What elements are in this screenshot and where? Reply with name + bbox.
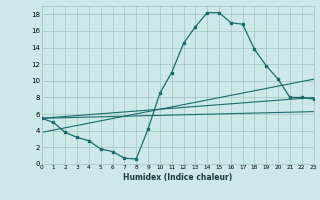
X-axis label: Humidex (Indice chaleur): Humidex (Indice chaleur) [123, 173, 232, 182]
